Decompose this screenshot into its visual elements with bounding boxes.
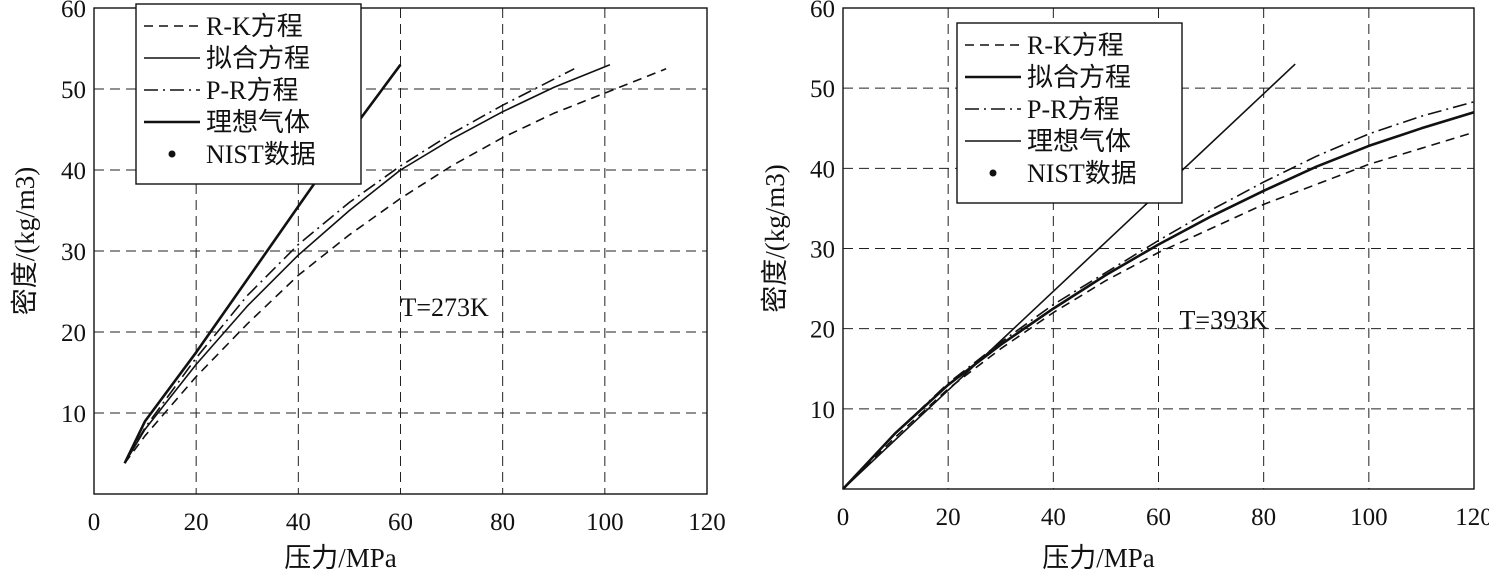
x-axis-label: 压力/MPa [1042, 543, 1155, 573]
y-tick-label: 40 [810, 156, 835, 183]
annotation-text: T=273K [401, 293, 490, 322]
plot-frame [842, 7, 1475, 490]
legend-label: 拟合方程 [206, 44, 310, 73]
y-tick-label: 20 [61, 320, 86, 347]
series-line-R-K方程 [842, 131, 1475, 490]
y-tick-label: 60 [61, 0, 86, 23]
series-line-P-R方程 [842, 101, 1475, 490]
x-tick-label: 120 [1455, 504, 1489, 531]
series-line-P-R方程 [124, 68, 575, 464]
annotation-text: T=393K [1180, 306, 1269, 335]
series-line-R-K方程 [124, 68, 667, 464]
x-tick-label: 20 [184, 509, 209, 536]
legend-label: R-K方程 [1027, 31, 1124, 60]
y-tick-label: 40 [61, 158, 86, 185]
series-line-拟合方程 [124, 63, 611, 464]
y-tick-label: 10 [810, 397, 835, 424]
legend-label: NIST数据 [206, 140, 316, 169]
legend-label: R-K方程 [206, 12, 303, 41]
x-tick-label: 40 [286, 509, 311, 536]
x-tick-label: 120 [688, 509, 726, 536]
y-axis-label-group: 密度/(kg/m3) [760, 164, 790, 313]
x-tick-label: 60 [1146, 504, 1171, 531]
y-axis-label: 密度/(kg/m3) [760, 164, 790, 313]
x-tick-label: 60 [388, 509, 413, 536]
plot-frame [93, 7, 708, 495]
legend-label: 理想气体 [1027, 127, 1131, 156]
legend-label: 拟合方程 [1027, 63, 1131, 92]
y-tick-label: 20 [810, 317, 835, 344]
legend-marker [989, 169, 997, 177]
chart-panel-2: 0 20 40 60 80 100 120 10 20 30 40 50 60 压力/MPa 密度/(kg/… [760, 0, 1489, 573]
x-tick-label: 0 [88, 509, 101, 536]
y-tick-label: 60 [810, 0, 835, 23]
legend-marker [168, 150, 176, 158]
x-tick-label: 80 [1251, 504, 1276, 531]
x-tick-label: 100 [586, 509, 624, 536]
x-tick-label: 0 [837, 504, 850, 531]
x-axis-label: 压力/MPa [284, 543, 397, 573]
legend-label: P-R方程 [1027, 95, 1119, 124]
y-tick-label: 30 [61, 239, 86, 266]
legend-label: P-R方程 [206, 76, 298, 105]
series-line-理想气体 [842, 63, 1296, 490]
y-tick-label: 10 [61, 401, 86, 428]
y-tick-label: 50 [61, 77, 86, 104]
x-tick-label: 20 [936, 504, 961, 531]
y-tick-label: 30 [810, 237, 835, 264]
x-tick-label: 40 [1041, 504, 1066, 531]
chart-panel-1: 0 20 40 60 80 100 120 10 20 30 40 50 60 压力/MPa 密度/(kg/… [10, 0, 726, 573]
legend-label: NIST数据 [1027, 159, 1137, 188]
y-axis-label: 密度/(kg/m3) [10, 167, 40, 316]
y-axis-label-group: 密度/(kg/m3) [10, 167, 40, 316]
x-tick-label: 80 [490, 509, 515, 536]
y-tick-label: 50 [810, 76, 835, 103]
legend-label: 理想气体 [206, 108, 310, 137]
series-line-拟合方程 [842, 110, 1475, 490]
x-tick-label: 100 [1350, 504, 1388, 531]
